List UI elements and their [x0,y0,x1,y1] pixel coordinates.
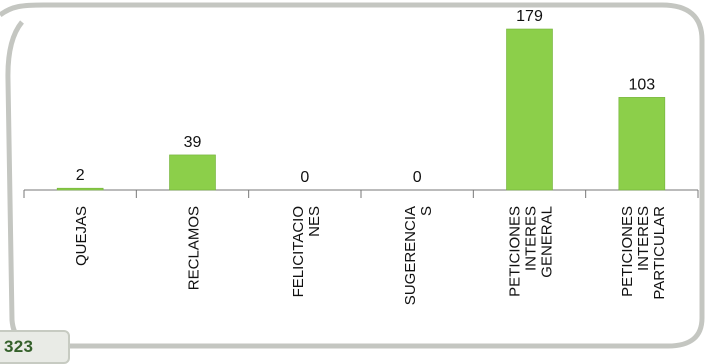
category-label-4: PETICIONES INTERES GENERAL [507,206,556,297]
category-label-line: NES [306,206,323,237]
category-label-line: GENERAL [539,206,556,278]
category-label-line: PETICIONES [507,206,524,297]
bar-4 [506,28,553,191]
data-label-4: 179 [516,8,543,25]
category-label-line: PARTICULAR [651,206,668,300]
category-label-line: S [418,206,435,216]
data-label-5: 103 [628,76,655,93]
data-label-2: 0 [300,169,309,186]
category-label-2: FELICITACIO NES [290,206,323,297]
category-label-1: RECLAMOS [186,206,203,290]
category-labels: QUEJAS RECLAMOS FELICITACIO NES SUGERENCIA S P… [73,206,668,305]
category-label-line: QUEJAS [73,206,90,266]
category-label-line: FELICITACIO [290,206,307,297]
category-label-3: SUGERENCIA S [402,206,435,305]
category-label-5: PETICIONES INTERES PARTICULAR [619,206,668,300]
bar-1 [169,154,216,191]
category-label-line: RECLAMOS [186,206,203,290]
category-label-0: QUEJAS [73,206,90,266]
bar-5 [618,97,666,191]
chart-frame [0,2,705,349]
total-count: 323 [4,337,34,356]
data-labels: 2 39 0 0 179 103 [76,8,656,186]
data-label-1: 39 [184,134,202,151]
data-label-0: 2 [76,167,85,184]
category-label-line: SUGERENCIA [402,206,419,305]
bar-0 [56,187,104,191]
bar-series [56,28,666,191]
chart: 2 39 0 0 179 103 QUEJAS RECLAMOS FELICITACIO NES… [0,2,705,349]
category-axis [23,189,699,198]
category-label-line: PETICIONES [619,206,636,297]
category-label-line: INTERES [635,206,652,271]
data-label-3: 0 [413,169,422,186]
category-label-line: INTERES [523,206,540,271]
